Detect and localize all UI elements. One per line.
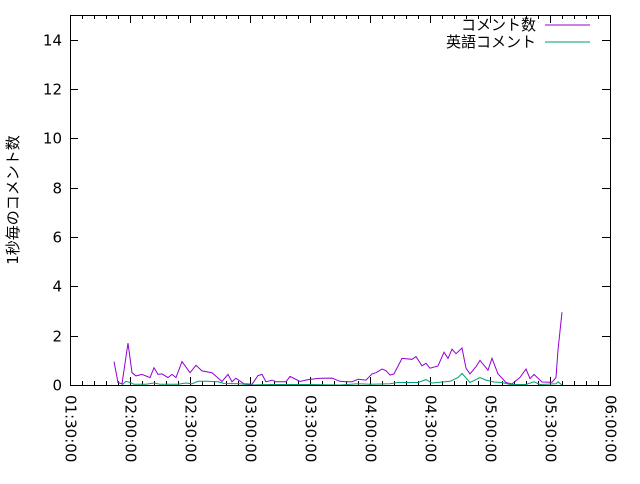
series-lines: [113, 312, 563, 386]
legend: コメント数 英語コメント: [446, 16, 590, 51]
axis-ticks: 0 2 4 6 8 10 12 14 01:30:00 02:00:00 02:30:00 03:00…: [43, 15, 620, 462]
series-line-1: [121, 372, 563, 386]
y-tick-label: 2: [52, 328, 62, 346]
x-tick-label: 02:00:00: [122, 395, 140, 462]
series-line-0: [113, 312, 563, 385]
x-tick-label: 03:30:00: [302, 395, 320, 462]
y-tick-label: 10: [43, 130, 62, 148]
y-tick-label: 14: [43, 32, 62, 50]
x-tick-label: 03:00:00: [242, 395, 260, 462]
legend-label-1: 英語コメント: [446, 33, 536, 51]
y-axis-label: 1秒毎のコメント数: [4, 135, 22, 265]
y-tick-label: 4: [52, 278, 62, 296]
x-tick-label: 05:00:00: [482, 395, 500, 462]
y-tick-label: 12: [43, 81, 62, 99]
x-tick-label: 01:30:00: [62, 395, 80, 462]
x-tick-label: 04:30:00: [422, 395, 440, 462]
x-tick-label: 02:30:00: [182, 395, 200, 462]
x-tick-label: 06:00:00: [602, 395, 620, 462]
legend-label-0: コメント数: [461, 16, 536, 34]
y-tick-label: 6: [52, 229, 62, 247]
y-tick-label: 0: [52, 377, 62, 395]
y-tick-label: 8: [52, 180, 62, 198]
plot-border: [70, 15, 611, 386]
x-tick-label: 04:00:00: [362, 395, 380, 462]
x-tick-label: 05:30:00: [542, 395, 560, 462]
